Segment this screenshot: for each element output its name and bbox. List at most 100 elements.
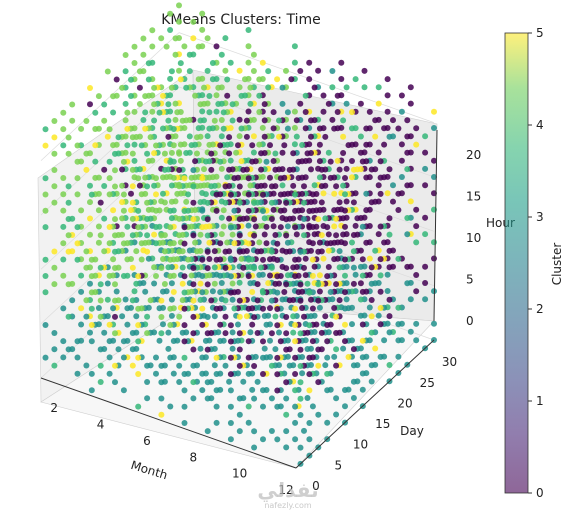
y-tick-label: 10: [353, 438, 368, 452]
data-point: [145, 76, 152, 83]
data-point: [188, 174, 195, 181]
data-point: [151, 84, 158, 91]
data-point: [197, 117, 204, 124]
data-point: [336, 264, 343, 271]
data-point: [222, 35, 229, 42]
data-point: [304, 346, 311, 352]
data-point: [202, 158, 209, 165]
data-point: [301, 264, 307, 271]
data-point: [231, 240, 238, 247]
data-point: [112, 330, 118, 337]
data-point: [431, 108, 437, 115]
data-point: [168, 198, 175, 205]
data-point: [170, 289, 177, 295]
data-point: [167, 240, 174, 247]
data-point: [204, 428, 211, 435]
data-point: [251, 265, 258, 272]
data-point: [167, 75, 174, 82]
data-point: [357, 296, 364, 303]
data-point: [60, 272, 67, 279]
data-point: [267, 256, 273, 263]
data-point: [218, 165, 225, 172]
data-point: [101, 166, 108, 173]
data-point: [160, 190, 166, 197]
data-point: [359, 256, 366, 263]
data-point: [422, 133, 429, 140]
data-point: [245, 403, 252, 410]
data-point: [316, 125, 323, 132]
data-point: [245, 59, 252, 66]
data-point: [129, 297, 136, 304]
data-point: [306, 420, 313, 426]
data-point: [181, 305, 188, 312]
data-point: [284, 109, 291, 116]
data-point: [236, 313, 243, 320]
data-point: [113, 76, 120, 83]
data-point: [340, 150, 347, 156]
data-point: [144, 216, 151, 222]
data-point: [87, 215, 93, 222]
data-point: [160, 174, 166, 181]
data-point: [211, 313, 218, 320]
data-point: [350, 346, 357, 353]
data-point: [245, 43, 252, 50]
data-point: [149, 43, 156, 50]
x-axis-label: Month: [129, 458, 169, 482]
data-point: [306, 387, 313, 394]
data-point: [208, 166, 215, 173]
data-point: [274, 403, 281, 410]
data-point: [218, 280, 225, 286]
data-point: [297, 68, 304, 74]
data-point: [258, 150, 265, 157]
data-point: [236, 248, 243, 255]
data-point: [306, 289, 313, 296]
data-point: [245, 207, 252, 214]
data-point: [372, 133, 379, 140]
data-point: [181, 420, 188, 426]
data-point: [390, 182, 396, 189]
data-point: [74, 370, 81, 377]
data-point: [238, 92, 245, 99]
data-point: [236, 297, 243, 304]
data-point: [272, 313, 279, 320]
data-point: [292, 403, 299, 410]
data-point: [270, 206, 277, 213]
data-point: [276, 133, 282, 140]
data-point: [129, 346, 136, 353]
data-point: [404, 133, 411, 140]
data-point: [349, 239, 355, 246]
data-point: [226, 166, 233, 173]
data-point: [208, 183, 215, 190]
data-point: [206, 256, 213, 262]
data-point: [88, 322, 95, 328]
data-point: [260, 338, 266, 345]
data-point: [350, 232, 357, 238]
data-point: [372, 345, 379, 352]
data-point: [359, 354, 366, 361]
data-point: [384, 190, 391, 197]
data-point: [199, 321, 206, 328]
data-point: [97, 264, 104, 271]
data-point: [254, 297, 261, 304]
data-point: [106, 338, 113, 345]
data-point: [153, 191, 159, 198]
data-point: [292, 354, 299, 361]
data-point: [260, 387, 266, 394]
data-point: [422, 214, 429, 221]
data-point: [156, 109, 163, 116]
data-point: [386, 362, 393, 368]
data-point: [320, 108, 327, 115]
data-point: [158, 297, 165, 304]
data-point: [124, 142, 131, 149]
data-point: [110, 207, 117, 214]
data-point: [195, 76, 202, 83]
data-point: [160, 321, 166, 328]
data-point: [292, 322, 299, 328]
data-point: [302, 272, 309, 279]
y-tick-label: 30: [442, 355, 457, 369]
data-point: [144, 232, 151, 239]
data-point: [190, 313, 197, 320]
data-point: [318, 199, 325, 206]
data-point: [236, 232, 243, 239]
data-point: [350, 264, 357, 271]
